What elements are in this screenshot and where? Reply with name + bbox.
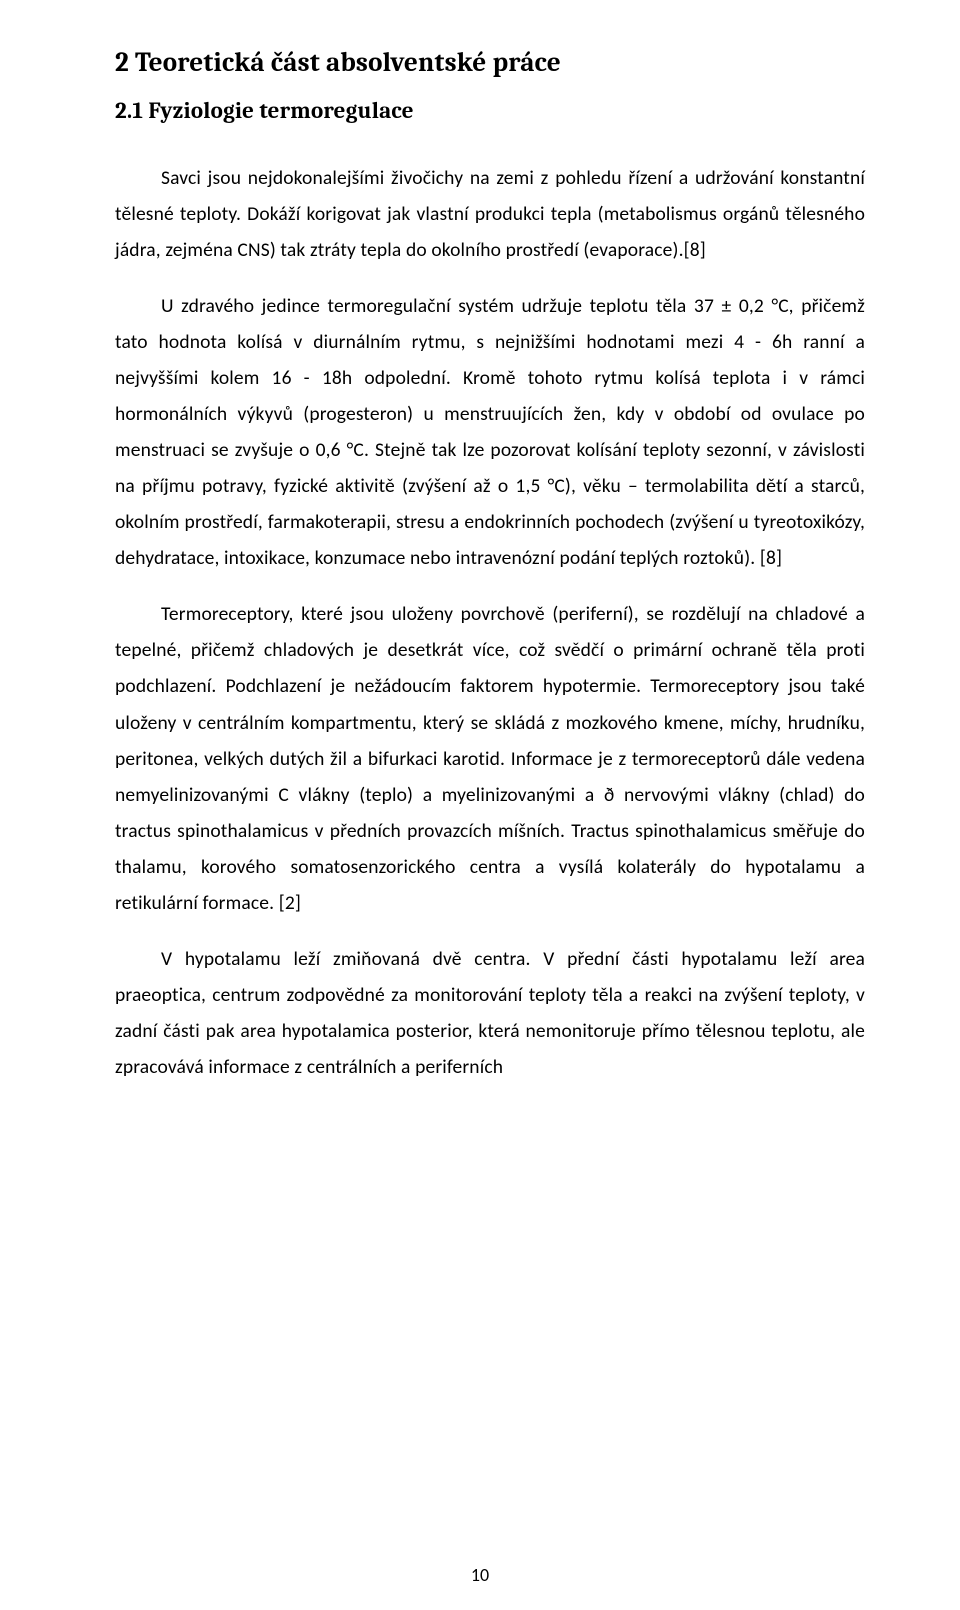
page-number: 10 xyxy=(0,1564,960,1586)
body-paragraph: V hypotalamu leží zmiňovaná dvě centra. … xyxy=(115,941,865,1085)
heading-level-1: 2 Teoretická část absolventské práce xyxy=(115,46,865,80)
body-paragraph: Termoreceptory, které jsou uloženy povrc… xyxy=(115,596,865,921)
document-page: 2 Teoretická část absolventské práce 2.1… xyxy=(0,0,960,1610)
heading-level-2: 2.1 Fyziologie termoregulace xyxy=(115,96,865,126)
body-paragraph: Savci jsou nejdokonalejšími živočichy na… xyxy=(115,160,865,268)
body-paragraph: U zdravého jedince termoregulační systém… xyxy=(115,288,865,577)
